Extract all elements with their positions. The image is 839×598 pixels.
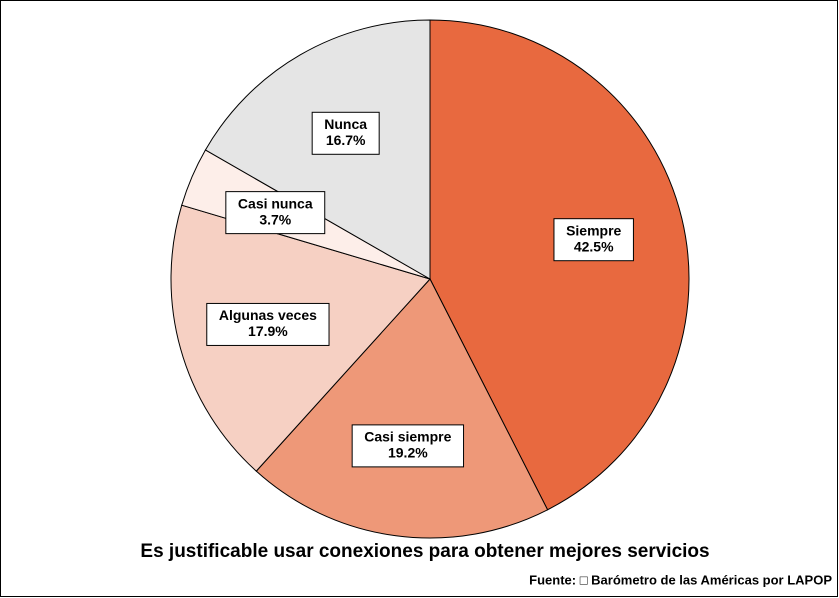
label-value: 16.7% [326, 132, 366, 148]
label-value: 19.2% [388, 445, 428, 461]
label-box [553, 218, 634, 262]
label-value: 42.5% [574, 238, 614, 254]
label-box [225, 191, 326, 235]
pie-slice [255, 278, 549, 539]
label-box [311, 111, 380, 155]
label-name: Casi siempre [364, 429, 451, 445]
label-box [351, 424, 465, 468]
pie-slice [429, 19, 690, 511]
label-value: 17.9% [248, 323, 288, 339]
chart-title: Es justificable usar conexiones para obt… [140, 541, 709, 562]
label-box [206, 302, 330, 346]
label-value: 3.7% [259, 211, 291, 227]
label-name: Casi nunca [238, 195, 313, 211]
label-name: Siempre [566, 222, 621, 238]
label-name: Algunas veces [219, 307, 317, 323]
label-name: Nunca [324, 116, 367, 132]
source-note: Fuente: □ Barómetro de las Américas por … [529, 572, 832, 587]
